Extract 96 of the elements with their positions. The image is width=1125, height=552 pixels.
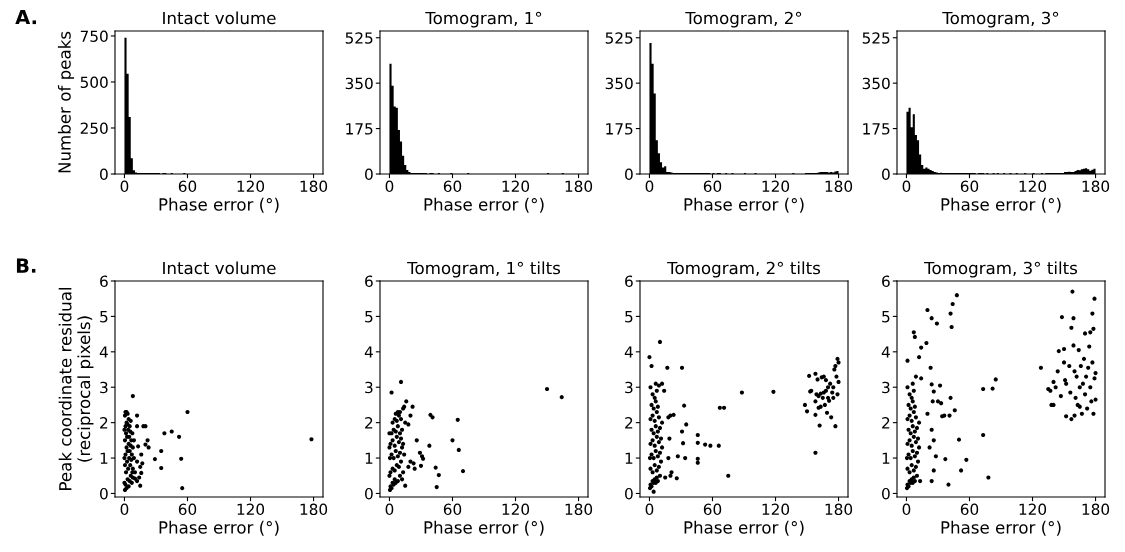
y-tick-label: 0 — [882, 487, 890, 500]
x-tick-label: 180 — [825, 503, 853, 516]
x-tick-label: 180 — [565, 503, 593, 516]
y-tick-label: 1 — [365, 452, 373, 464]
y-tick-label: 250 — [80, 122, 108, 135]
y-tick-label: 350 — [605, 77, 633, 90]
y-tick-label: 0 — [100, 487, 108, 500]
x-tick-label: 180 — [825, 180, 853, 193]
y-tick-label: 2 — [882, 417, 890, 429]
x-tick-label: 180 — [1082, 180, 1110, 193]
x-tick-label: 0 — [645, 503, 654, 516]
y-tick-label: 0 — [625, 487, 633, 500]
x-tick-label: 0 — [385, 503, 394, 516]
y-tick-label: 0 — [882, 168, 890, 181]
x-axis-title: Phase error (°) — [424, 197, 544, 213]
x-tick-label: 60 — [178, 503, 197, 516]
y-tick-label: 5 — [882, 311, 890, 323]
x-tick-label: 0 — [902, 503, 911, 516]
x-tick-label: 0 — [120, 180, 129, 193]
x-axis-title: Phase error (°) — [424, 520, 544, 536]
chart-title: Intact volume — [163, 11, 276, 25]
y-tick-label: 6 — [882, 275, 890, 288]
x-tick-label: 120 — [1019, 503, 1047, 516]
y-tick-label: 1 — [625, 452, 633, 464]
y-tick-label: 2 — [100, 417, 108, 429]
y-tick-label: 0 — [365, 487, 373, 500]
y-tick-label: 6 — [100, 275, 108, 288]
x-tick-label: 60 — [703, 180, 722, 193]
y-tick-label: 3 — [882, 381, 890, 394]
x-tick-label: 120 — [502, 503, 530, 516]
x-tick-label: 60 — [703, 503, 722, 516]
chart-title: Intact volume — [163, 261, 276, 275]
y-tick-label: 525 — [345, 32, 373, 44]
y-tick-label: 2 — [625, 417, 633, 429]
y-tick-label: 5 — [625, 311, 633, 323]
x-tick-label: 60 — [443, 180, 462, 193]
y-tick-label: 1 — [100, 452, 108, 464]
x-tick-label: 120 — [237, 503, 265, 516]
x-axis-title: Phase error (°) — [941, 520, 1061, 536]
y-tick-label: 5 — [365, 311, 373, 323]
chart-title: Tomogram, 3° tilts — [924, 261, 1078, 278]
y-tick-label: 3 — [100, 381, 108, 394]
y-tick-label: 750 — [80, 30, 108, 42]
y-tick-label: 4 — [99, 346, 108, 358]
y-tick-label: 0 — [100, 168, 108, 181]
text: B. — [16, 258, 36, 273]
x-tick-label: 120 — [1019, 180, 1047, 193]
x-tick-label: 180 — [565, 180, 593, 193]
y-axis-title: Peak coordinate residual (reciprocal pixels) — [58, 288, 94, 490]
x-tick-label: 60 — [960, 180, 979, 193]
x-tick-label: 120 — [237, 180, 265, 193]
y-tick-label: 5 — [100, 311, 108, 323]
x-axis-title: Phase error (°) — [159, 520, 279, 536]
text: A. — [15, 9, 36, 25]
y-axis-title: Number of peaks — [57, 31, 75, 173]
x-tick-label: 180 — [300, 503, 328, 516]
y-tick-label: 4 — [881, 346, 890, 358]
y-tick-label: 6 — [365, 275, 373, 288]
y-tick-label: 525 — [862, 32, 890, 44]
y-tick-label: 4 — [624, 346, 633, 358]
chart-title: Tomogram, 3° — [942, 11, 1059, 28]
chart-title: Tomogram, 1° — [425, 11, 542, 28]
chart-title: Tomogram, 2° tilts — [667, 261, 821, 278]
chart-title: Tomogram, 1° tilts — [407, 261, 561, 278]
x-tick-label: 120 — [762, 503, 790, 516]
x-tick-label: 120 — [762, 180, 790, 193]
y-tick-label: 175 — [863, 123, 890, 135]
y-tick-label: 175 — [346, 123, 373, 135]
x-tick-label: 180 — [300, 180, 328, 193]
x-tick-label: 180 — [1082, 503, 1110, 516]
x-tick-label: 60 — [178, 180, 197, 193]
x-axis-title: Phase error (°) — [159, 197, 279, 213]
y-tick-label: 525 — [605, 32, 633, 44]
y-tick-label: 350 — [345, 77, 373, 90]
x-tick-label: 60 — [443, 503, 462, 516]
y-tick-label: 6 — [625, 275, 633, 288]
x-tick-label: 0 — [902, 180, 911, 193]
y-tick-label: 1 — [882, 452, 890, 464]
y-tick-label: 4 — [364, 346, 373, 358]
x-tick-label: 0 — [120, 503, 129, 516]
x-tick-label: 0 — [645, 180, 654, 193]
x-axis-title: Phase error (°) — [941, 197, 1061, 213]
x-axis-title: Phase error (°) — [684, 520, 804, 536]
chart-title: Tomogram, 2° — [685, 11, 802, 28]
y-tick-label: 0 — [365, 168, 373, 181]
y-tick-label: 500 — [80, 76, 108, 88]
y-tick-label: 175 — [606, 123, 633, 135]
y-tick-label: 2 — [365, 417, 373, 429]
x-tick-label: 0 — [385, 180, 394, 193]
x-axis-title: Phase error (°) — [684, 197, 804, 213]
y-tick-label: 3 — [365, 381, 373, 394]
x-tick-label: 60 — [960, 503, 979, 516]
x-tick-label: 120 — [502, 180, 530, 193]
y-tick-label: 350 — [862, 77, 890, 90]
y-tick-label: 3 — [625, 381, 633, 394]
y-tick-label: 0 — [625, 168, 633, 181]
